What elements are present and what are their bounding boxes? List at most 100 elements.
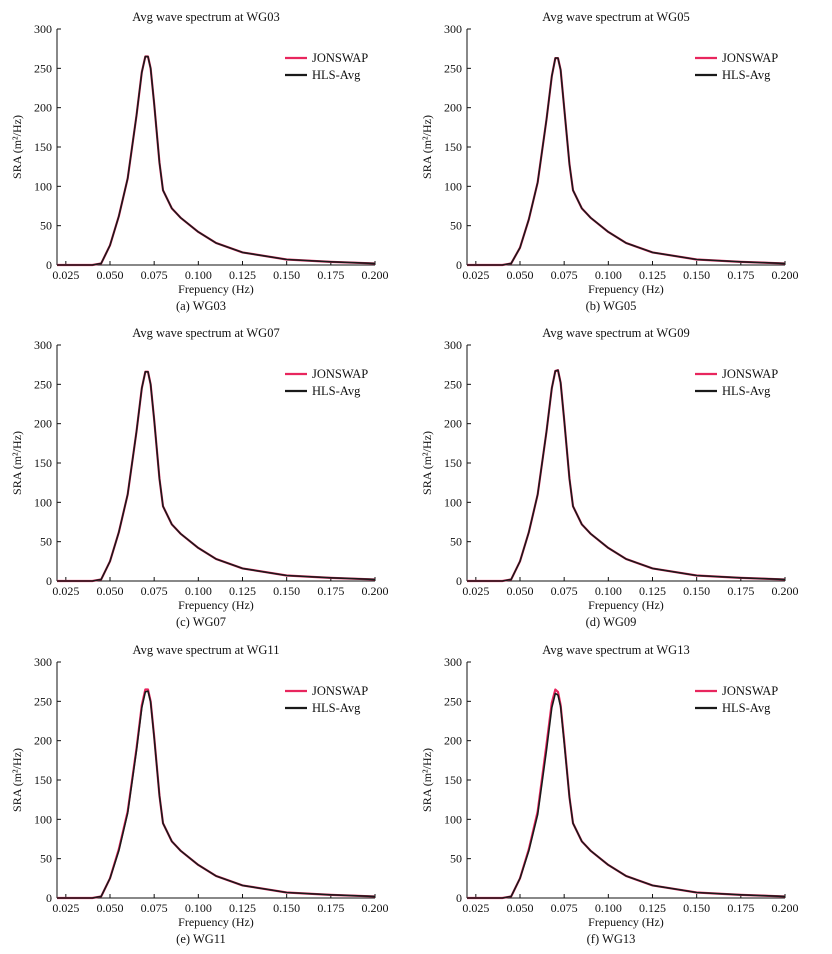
y-tick-label: 0	[456, 574, 462, 588]
y-tick-label: 50	[40, 535, 52, 549]
y-axis-label: SRA (m²/Hz)	[420, 748, 434, 812]
y-tick-label: 200	[444, 734, 462, 748]
x-tick-label: 0.050	[97, 584, 124, 598]
y-tick-label: 150	[34, 140, 52, 154]
x-tick-label: 0.175	[727, 268, 754, 282]
panel-caption: (e) WG11	[176, 932, 226, 946]
y-tick-label: 150	[444, 140, 462, 154]
y-tick-label: 0	[456, 891, 462, 905]
y-tick-label: 300	[444, 655, 462, 669]
legend-label: HLS-Avg	[722, 68, 771, 82]
x-tick-label: 0.125	[229, 268, 256, 282]
y-tick-label: 300	[34, 655, 52, 669]
y-axis-label: SRA (m²/Hz)	[10, 431, 24, 495]
y-tick-label: 200	[34, 101, 52, 115]
x-tick-label: 0.100	[185, 268, 212, 282]
y-tick-label: 200	[444, 417, 462, 431]
x-tick-label: 0.100	[595, 268, 622, 282]
jonswap-line	[57, 55, 376, 267]
legend-label: JONSWAP	[722, 367, 778, 381]
chart-title: Avg wave spectrum at WG11	[133, 643, 280, 657]
hls-avg-line	[57, 690, 376, 899]
y-tick-label: 200	[34, 734, 52, 748]
x-tick-label: 0.075	[551, 584, 578, 598]
y-tick-label: 200	[444, 101, 462, 115]
legend-label: HLS-Avg	[312, 701, 361, 715]
x-tick-label: 0.175	[727, 901, 754, 915]
x-tick-label: 0.125	[639, 901, 666, 915]
y-axis-label: SRA (m²/Hz)	[420, 115, 434, 179]
chart-panel: Avg wave spectrum at WG11 0 50 100 150 200 250…	[10, 643, 389, 946]
x-tick-label: 0.075	[141, 584, 168, 598]
hls-avg-line	[467, 369, 786, 582]
x-tick-label: 0.050	[507, 584, 534, 598]
x-tick-label: 0.050	[507, 268, 534, 282]
x-tick-label: 0.025	[52, 901, 79, 915]
x-tick-label: 0.200	[772, 268, 799, 282]
panel-caption: (f) WG13	[587, 932, 636, 946]
x-tick-label: 0.025	[462, 901, 489, 915]
y-tick-label: 250	[34, 377, 52, 391]
x-tick-label: 0.150	[683, 901, 710, 915]
hls-avg-line	[57, 55, 376, 266]
legend-label: HLS-Avg	[312, 384, 361, 398]
y-axis-label: SRA (m²/Hz)	[10, 115, 24, 179]
legend-label: HLS-Avg	[722, 384, 771, 398]
hls-avg-line	[467, 692, 786, 899]
y-tick-label: 50	[450, 852, 462, 866]
x-tick-label: 0.150	[683, 268, 710, 282]
y-tick-label: 0	[46, 891, 52, 905]
x-tick-label: 0.050	[97, 901, 124, 915]
y-tick-label: 100	[444, 179, 462, 193]
x-tick-label: 0.200	[362, 901, 389, 915]
legend-label: JONSWAP	[722, 684, 778, 698]
x-axis-label: Frepuency (Hz)	[588, 915, 664, 929]
y-tick-label: 300	[34, 338, 52, 352]
x-axis-label: Frepuency (Hz)	[588, 598, 664, 612]
chart-title: Avg wave spectrum at WG09	[542, 326, 689, 340]
panel-caption: (b) WG05	[586, 299, 637, 313]
y-tick-label: 0	[456, 258, 462, 272]
x-axis-label: Frepuency (Hz)	[178, 282, 254, 296]
y-tick-label: 300	[444, 22, 462, 36]
y-tick-label: 50	[40, 219, 52, 233]
y-tick-label: 150	[34, 456, 52, 470]
legend-label: JONSWAP	[312, 367, 368, 381]
x-tick-label: 0.100	[595, 901, 622, 915]
hls-avg-line	[467, 57, 786, 266]
x-tick-label: 0.200	[362, 584, 389, 598]
x-tick-label: 0.150	[273, 584, 300, 598]
x-axis-label: Frepuency (Hz)	[588, 282, 664, 296]
panel-caption: (d) WG09	[586, 615, 637, 629]
x-tick-label: 0.025	[462, 268, 489, 282]
y-tick-label: 250	[444, 694, 462, 708]
x-tick-label: 0.100	[595, 584, 622, 598]
x-tick-label: 0.125	[229, 901, 256, 915]
jonswap-line	[467, 369, 786, 583]
panel-caption: (a) WG03	[176, 299, 226, 313]
x-tick-label: 0.100	[185, 584, 212, 598]
x-tick-label: 0.050	[507, 901, 534, 915]
y-tick-label: 100	[34, 495, 52, 509]
x-tick-label: 0.175	[727, 584, 754, 598]
x-tick-label: 0.075	[141, 268, 168, 282]
chart-panel: Avg wave spectrum at WG05 0 50 100 150 200 250…	[420, 10, 799, 313]
y-tick-label: 100	[444, 495, 462, 509]
jonswap-line	[57, 688, 376, 900]
x-tick-label: 0.025	[462, 584, 489, 598]
y-tick-label: 100	[34, 179, 52, 193]
hls-avg-line	[57, 370, 376, 582]
x-tick-label: 0.050	[97, 268, 124, 282]
chart-panel: Avg wave spectrum at WG13 0 50 100 150 200 250…	[420, 643, 799, 946]
x-tick-label: 0.150	[683, 584, 710, 598]
y-tick-label: 150	[444, 773, 462, 787]
x-tick-label: 0.200	[362, 268, 389, 282]
y-tick-label: 100	[444, 812, 462, 826]
jonswap-line	[467, 57, 786, 267]
x-tick-label: 0.200	[772, 901, 799, 915]
x-tick-label: 0.150	[273, 901, 300, 915]
y-tick-label: 0	[46, 574, 52, 588]
legend-label: JONSWAP	[312, 51, 368, 65]
chart-panel: Avg wave spectrum at WG09 0 50 100 150 200 250…	[420, 326, 799, 629]
x-tick-label: 0.150	[273, 268, 300, 282]
